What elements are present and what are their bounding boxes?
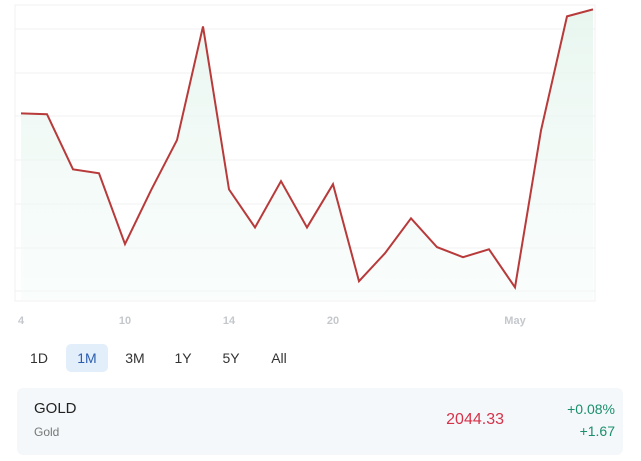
range-button[interactable]: 5Y [222,350,240,366]
chart: 4 10 14 20 May [14,4,596,327]
line [20,8,594,290]
range-button[interactable]: 1D [30,350,48,366]
change-percent: +0.08% [567,401,615,417]
range-buttons: 1D 1M 3M 1Y 5Y All [18,344,300,372]
name: Gold [34,425,60,439]
range-button[interactable]: 3M [125,350,145,366]
quote-card[interactable]: GOLD Gold 2044.33 +0.08% +1.67 [17,388,623,455]
change: +1.67 [579,423,615,439]
x-tick-label: 14 [223,315,236,327]
range-button[interactable]: All [271,350,287,366]
x-tick-label: 10 [119,315,131,327]
range-button[interactable]: 1M [66,344,108,372]
range-button[interactable]: 1Y [174,350,192,366]
symbol: GOLD [34,400,77,417]
plot-frame [14,4,596,302]
price: 2044.33 [446,411,504,428]
area [21,9,593,301]
x-tick-label: May [504,315,526,327]
x-tick-label: 20 [327,315,339,327]
x-tick-label: 4 [18,315,25,327]
